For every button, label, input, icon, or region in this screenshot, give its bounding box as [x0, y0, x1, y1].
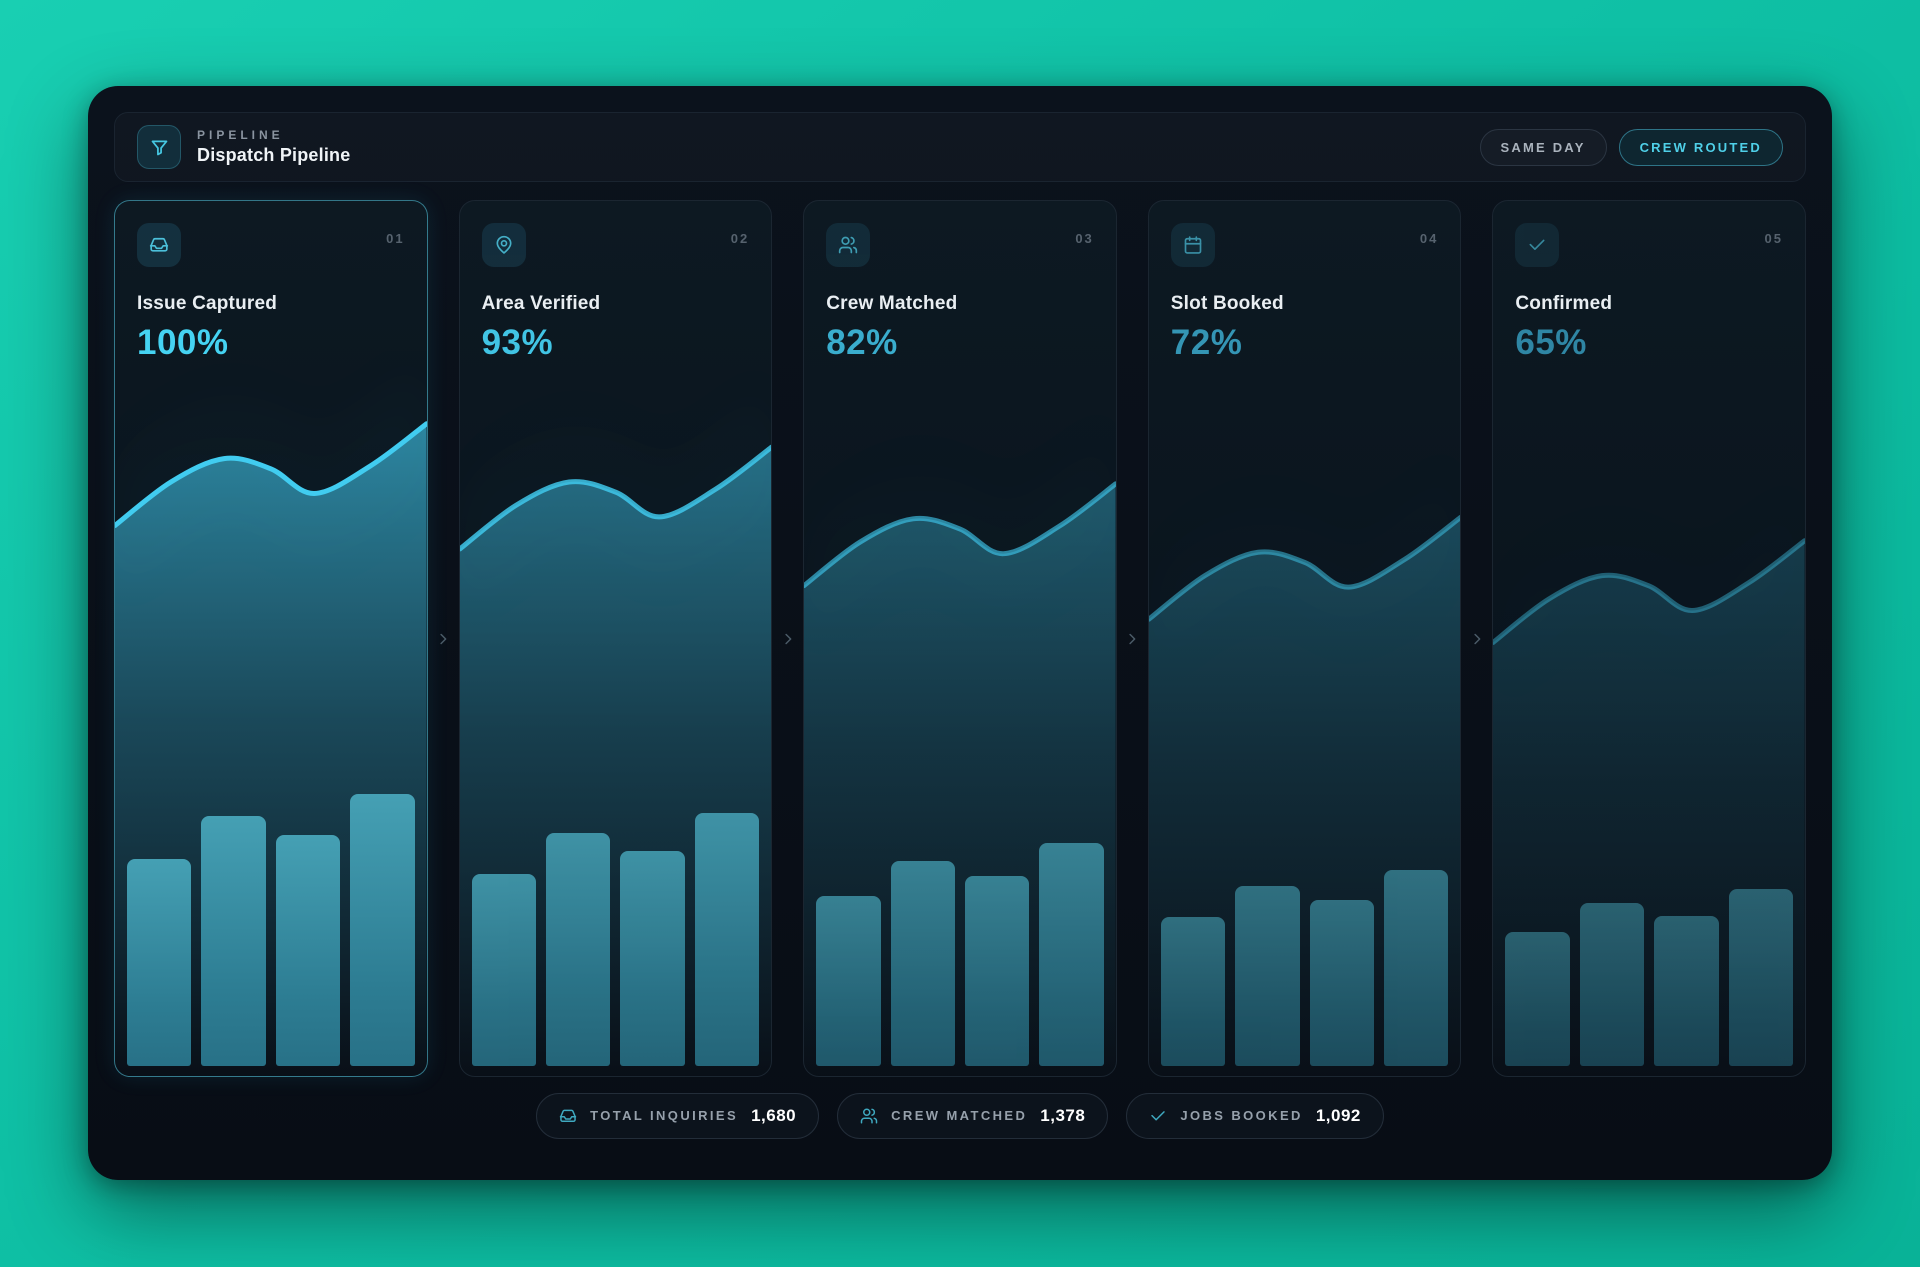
map-pin-icon	[481, 223, 526, 267]
stat-value: 1,092	[1315, 1105, 1361, 1125]
stage-title: Confirmed	[1515, 293, 1613, 314]
stage-area-chart	[459, 351, 772, 1076]
stage-index: 04	[1419, 231, 1439, 246]
bar	[694, 813, 760, 1066]
stat-chip: CREW MATCHED 1,378	[837, 1092, 1109, 1139]
funnel-icon	[137, 125, 181, 169]
bar	[1160, 917, 1226, 1066]
users-icon	[860, 1107, 878, 1125]
bar	[546, 833, 611, 1066]
bar	[816, 896, 881, 1066]
stat-chip: TOTAL INQUIRIES 1,680	[536, 1092, 820, 1139]
stage-bar-chart	[1160, 794, 1449, 1066]
bar	[1384, 870, 1449, 1066]
bar	[965, 876, 1030, 1066]
stage-index: 02	[730, 231, 750, 246]
stage-area-chart	[804, 351, 1116, 1076]
stage-card[interactable]: 02 Area Verified 93%	[458, 200, 773, 1077]
bar	[1728, 889, 1793, 1066]
stage-card[interactable]: 05 Confirmed 65%	[1492, 200, 1806, 1077]
inbox-icon	[137, 223, 181, 267]
bar	[1235, 886, 1300, 1066]
footer-stats: TOTAL INQUIRIES 1,680 CREW MATCHED 1,378…	[114, 1077, 1806, 1154]
stage-card[interactable]: 03 Crew Matched 82%	[803, 200, 1117, 1077]
stage-index: 01	[386, 231, 405, 246]
bar	[471, 874, 536, 1066]
stage-card-top: 02	[481, 223, 750, 267]
stage-index: 03	[1075, 231, 1094, 246]
stage-title: Crew Matched	[826, 293, 958, 314]
stage-bar-chart	[816, 794, 1104, 1066]
stage-card[interactable]: 04 Slot Booked 72%	[1147, 200, 1462, 1077]
stage-percentage: 93%	[481, 323, 554, 362]
bar	[127, 859, 192, 1066]
stat-value: 1,378	[1040, 1105, 1086, 1125]
users-icon	[826, 223, 871, 267]
inbox-icon	[559, 1107, 577, 1125]
stage-bar-chart	[1505, 794, 1793, 1066]
app-window: PIPELINE Dispatch Pipeline SAME DAY CREW…	[88, 86, 1832, 1180]
stat-label: JOBS BOOKED	[1180, 1108, 1303, 1123]
page-title: Dispatch Pipeline	[197, 145, 351, 165]
calendar-icon	[1170, 223, 1215, 267]
stage-index: 05	[1764, 231, 1783, 246]
stage-percentage: 100%	[137, 323, 229, 362]
stage-title: Issue Captured	[137, 293, 278, 314]
stage-bar-chart	[127, 794, 415, 1066]
stage-title: Area Verified	[481, 293, 601, 314]
bar	[201, 816, 266, 1066]
header-actions: SAME DAY CREW ROUTED	[1479, 128, 1783, 166]
stage-area-chart	[1148, 351, 1461, 1076]
check-icon	[1149, 1107, 1167, 1125]
bar	[1039, 843, 1104, 1066]
stage-card-top: 01	[137, 223, 405, 267]
stage-card[interactable]: 01 Issue Captured 100%	[114, 200, 428, 1077]
stage-percentage: 82%	[826, 323, 898, 362]
bar	[620, 851, 685, 1066]
bar	[275, 835, 341, 1066]
header-titles: PIPELINE Dispatch Pipeline	[197, 128, 350, 166]
stage-area-chart	[115, 351, 427, 1076]
chevron-right-icon[interactable]	[428, 200, 459, 1077]
stage-percentage: 65%	[1515, 323, 1587, 362]
stage-card-top: 05	[1515, 223, 1783, 267]
stage-bar-chart	[471, 794, 760, 1066]
stage-card-top: 03	[826, 223, 1094, 267]
stage-card-top: 04	[1170, 223, 1439, 267]
check-icon	[1515, 223, 1560, 267]
pipeline-stages: 01 Issue Captured 100% 02 Area Verified …	[114, 200, 1806, 1077]
stage-percentage: 72%	[1170, 323, 1243, 362]
same-day-button[interactable]: SAME DAY	[1479, 128, 1607, 166]
stat-label: TOTAL INQUIRIES	[590, 1108, 739, 1123]
header-eyebrow: PIPELINE	[197, 128, 284, 142]
chevron-right-icon[interactable]	[1461, 200, 1492, 1077]
bar	[1505, 932, 1570, 1066]
bar	[890, 861, 955, 1066]
header-bar: PIPELINE Dispatch Pipeline SAME DAY CREW…	[114, 112, 1806, 182]
stat-chip: JOBS BOOKED 1,092	[1126, 1092, 1384, 1139]
stage-area-chart	[1493, 351, 1805, 1076]
stat-label: CREW MATCHED	[891, 1108, 1028, 1123]
stat-value: 1,680	[751, 1105, 797, 1125]
bar	[1579, 903, 1645, 1066]
crew-routed-button[interactable]: CREW ROUTED	[1618, 128, 1783, 166]
chevron-right-icon[interactable]	[772, 200, 803, 1077]
bar	[350, 794, 415, 1066]
bar	[1654, 916, 1719, 1066]
stage-title: Slot Booked	[1170, 293, 1284, 314]
chevron-right-icon[interactable]	[1117, 200, 1148, 1077]
bar	[1309, 900, 1374, 1066]
